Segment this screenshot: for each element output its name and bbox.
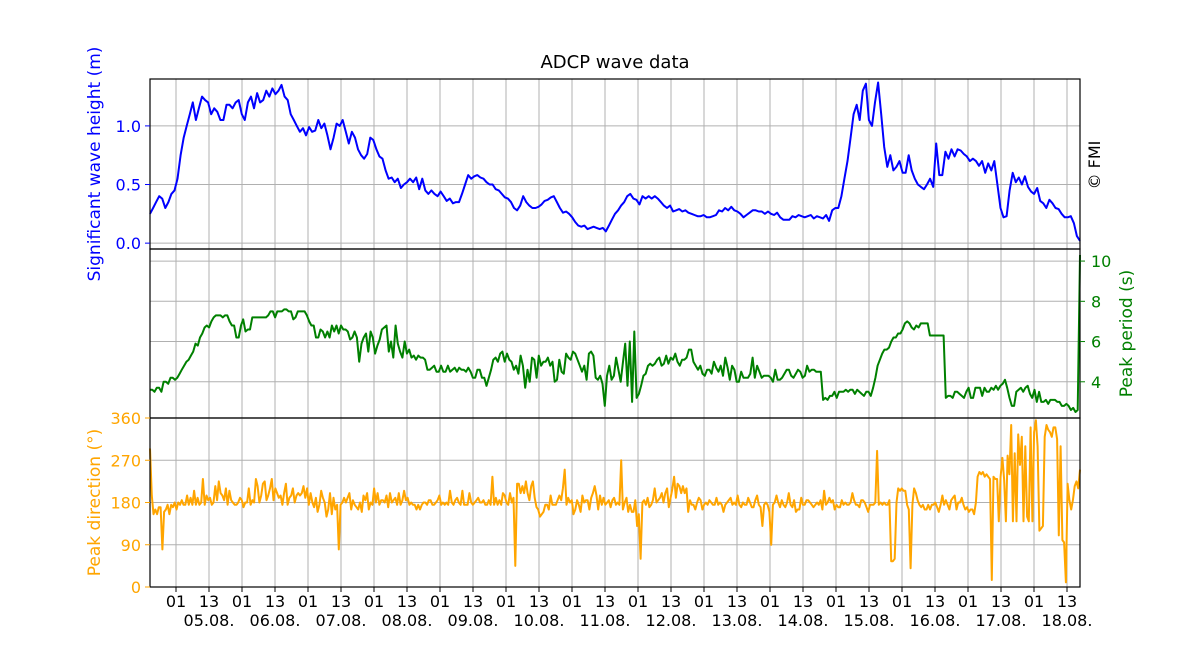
height-y-tick-label: 1.0 (116, 117, 141, 136)
period-series-line (150, 254, 1081, 413)
period-y-tick-label: 4 (1091, 373, 1101, 392)
x-tick-date-label: 08.08. (382, 611, 433, 630)
period-axis-title: Peak period (s) (1117, 270, 1137, 397)
x-tick-hour-label: 01 (166, 592, 186, 611)
direction-y-tick-label: 360 (110, 409, 141, 428)
period-grid (150, 249, 1080, 418)
x-tick-hour-label: 01 (232, 592, 252, 611)
x-tick-hour-label: 13 (661, 592, 681, 611)
x-tick-date-label: 07.08. (316, 611, 367, 630)
direction-y-tick-label: 0 (131, 578, 141, 597)
x-tick-hour-label: 01 (364, 592, 384, 611)
x-axis: 01 13 01 13 01 13 01 13 01 13 01 13 01 13 01 13 01 13 01 13… (166, 587, 1093, 630)
x-tick-date-label: 17.08. (976, 611, 1027, 630)
direction-y-tick-label: 270 (110, 451, 141, 470)
x-tick-date-label: 11.08. (580, 611, 631, 630)
x-tick-hour-label: 13 (793, 592, 813, 611)
x-tick-hour-label: 01 (628, 592, 648, 611)
x-tick-date-label: 10.08. (514, 611, 565, 630)
x-tick-hour-label: 01 (430, 592, 450, 611)
x-tick-hour-label: 01 (496, 592, 516, 611)
direction-y-tick-label: 180 (110, 494, 141, 513)
height-y-tick-label: 0.0 (116, 234, 141, 253)
x-tick-date-label: 16.08. (910, 611, 961, 630)
x-tick-hour-label: 01 (1024, 592, 1044, 611)
panel-height: 0.0 0.5 1.0 Significant wave height (m) (85, 47, 1081, 282)
x-tick-hour-label: 13 (529, 592, 549, 611)
x-tick-date-label: 05.08. (184, 611, 235, 630)
period-y-tick-label: 6 (1091, 333, 1101, 352)
x-tick-hour-label: 13 (595, 592, 615, 611)
x-tick-hour-label: 13 (727, 592, 747, 611)
x-tick-hour-label: 01 (826, 592, 846, 611)
x-tick-hour-label: 13 (463, 592, 483, 611)
panel-direction: 0 90 180 270 360 Peak direction (°) (85, 409, 1081, 597)
direction-series-line (149, 419, 1081, 584)
direction-y-tick-label: 90 (121, 536, 141, 555)
period-y-tick-label: 8 (1091, 292, 1101, 311)
x-tick-hour-label: 13 (265, 592, 285, 611)
direction-axis-title: Peak direction (°) (85, 429, 105, 576)
x-tick-hour-label: 01 (298, 592, 318, 611)
height-series-line (149, 81, 1081, 242)
x-tick-hour-label: 13 (859, 592, 879, 611)
chart-title: ADCP wave data (540, 52, 689, 73)
panel-period: 4 6 8 10 Peak period (s) (149, 248, 1137, 419)
x-tick-date-label: 15.08. (844, 611, 895, 630)
x-tick-date-label: 09.08. (448, 611, 499, 630)
x-tick-date-label: 14.08. (778, 611, 829, 630)
x-tick-hour-label: 01 (694, 592, 714, 611)
x-tick-date-label: 12.08. (646, 611, 697, 630)
period-y-tick-label: 10 (1091, 252, 1111, 271)
x-tick-hour-label: 13 (991, 592, 1011, 611)
x-tick-hour-label: 13 (331, 592, 351, 611)
height-grid (150, 79, 1080, 249)
x-tick-date-label: 13.08. (712, 611, 763, 630)
chart-panels: 0.0 0.5 1.0 Significant wave height (m) 4 6 8 1… (85, 47, 1137, 597)
x-tick-date-label: 18.08. (1042, 611, 1093, 630)
x-tick-hour-label: 01 (958, 592, 978, 611)
x-tick-hour-label: 01 (892, 592, 912, 611)
x-tick-date-label: 06.08. (250, 611, 301, 630)
x-tick-hour-label: 01 (760, 592, 780, 611)
height-axis-title: Significant wave height (m) (85, 47, 105, 282)
x-tick-hour-label: 13 (925, 592, 945, 611)
x-tick-hour-label: 13 (1057, 592, 1077, 611)
credit-label: © FMI (1085, 141, 1104, 190)
height-y-tick-label: 0.5 (116, 176, 141, 195)
x-tick-hour-label: 13 (199, 592, 219, 611)
x-tick-hour-label: 13 (397, 592, 417, 611)
x-tick-hour-label: 01 (562, 592, 582, 611)
